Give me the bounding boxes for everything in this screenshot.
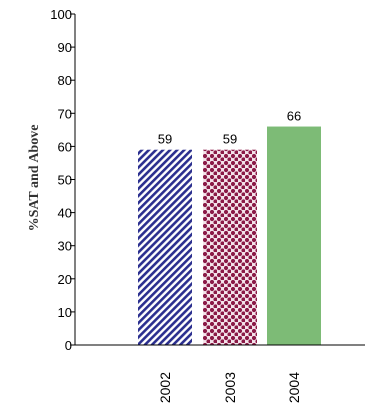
y-tick-label: 10 bbox=[58, 305, 72, 320]
y-tick-label: 0 bbox=[65, 338, 72, 353]
bar-2004 bbox=[267, 126, 321, 345]
x-tick-label-2002: 2002 bbox=[157, 372, 173, 403]
y-axis-label: %SAT and Above bbox=[27, 125, 42, 232]
y-tick-label: 40 bbox=[58, 206, 72, 221]
x-tick-label-2004: 2004 bbox=[286, 372, 302, 403]
y-tick-label: 100 bbox=[50, 7, 72, 22]
bar-2002 bbox=[138, 149, 192, 345]
y-tick-label: 30 bbox=[58, 239, 72, 254]
y-tick-label: 60 bbox=[58, 139, 72, 154]
x-tick-label-2003: 2003 bbox=[222, 372, 238, 403]
y-tick-label: 90 bbox=[58, 40, 72, 55]
data-labels: 59 59 66 bbox=[158, 109, 301, 147]
data-label-2004: 66 bbox=[287, 109, 301, 124]
y-tick-label: 80 bbox=[58, 73, 72, 88]
bars bbox=[138, 126, 321, 345]
data-label-2003: 59 bbox=[223, 132, 237, 147]
y-tick-label: 20 bbox=[58, 272, 72, 287]
y-axis-ticks: 0 10 20 30 40 50 60 70 80 90 100 bbox=[50, 7, 75, 353]
y-tick-label: 50 bbox=[58, 173, 72, 188]
bar-2003 bbox=[203, 149, 257, 345]
x-axis-tick-labels: 2002 2003 2004 bbox=[157, 372, 302, 403]
y-tick-label: 70 bbox=[58, 106, 72, 121]
data-label-2002: 59 bbox=[158, 132, 172, 147]
